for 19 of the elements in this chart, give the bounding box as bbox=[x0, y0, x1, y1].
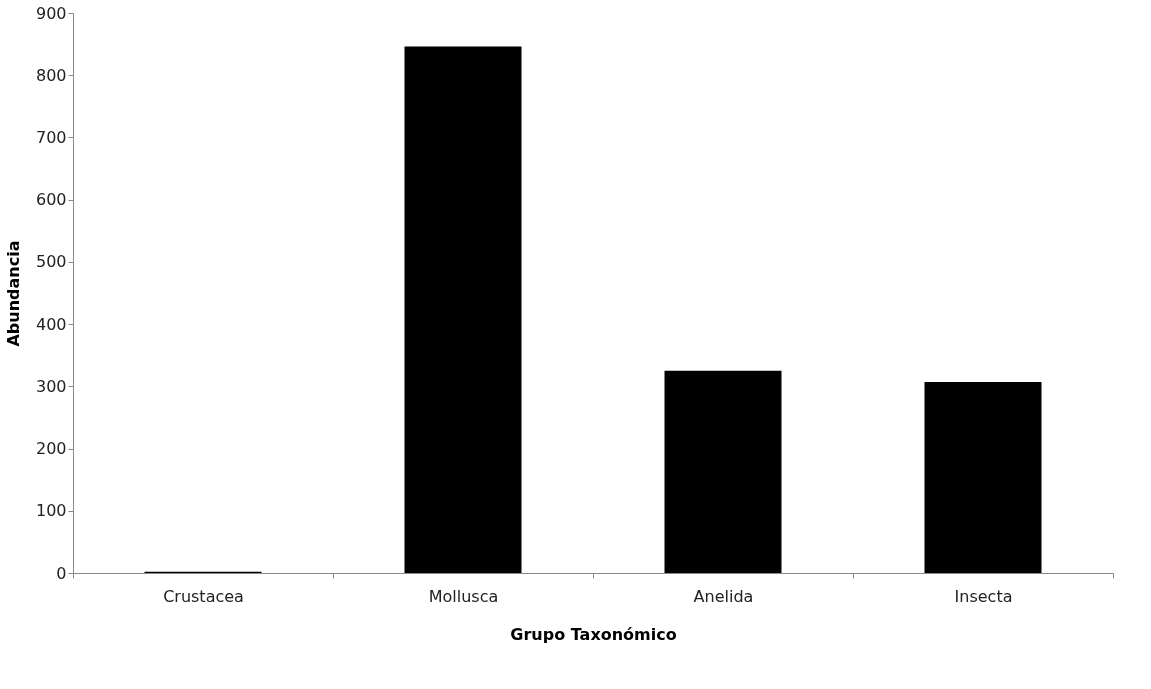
y-tick-label: 400 bbox=[35, 314, 67, 334]
x-axis-title: Grupo Taxonómico bbox=[510, 624, 677, 644]
y-tick-label: 700 bbox=[35, 127, 67, 147]
y-tick-label: 900 bbox=[35, 3, 67, 23]
y-tick-label: 600 bbox=[35, 190, 67, 210]
y-tick-label: 300 bbox=[35, 376, 67, 396]
y-axis-title: Abundancia bbox=[3, 240, 23, 347]
y-tick-label: 0 bbox=[56, 563, 67, 583]
y-tick-label: 100 bbox=[35, 501, 67, 521]
y-tick-label: 200 bbox=[35, 439, 67, 459]
x-tick-label: Crustacea bbox=[163, 586, 244, 606]
x-tick-label: Anelida bbox=[693, 586, 754, 606]
x-tick-label: Insecta bbox=[954, 586, 1013, 606]
y-tick-label: 800 bbox=[35, 65, 67, 85]
bar bbox=[924, 381, 1042, 573]
bar bbox=[404, 46, 522, 573]
bar bbox=[664, 370, 782, 573]
y-tick-label: 500 bbox=[35, 252, 67, 272]
x-tick-label: Mollusca bbox=[428, 586, 499, 606]
